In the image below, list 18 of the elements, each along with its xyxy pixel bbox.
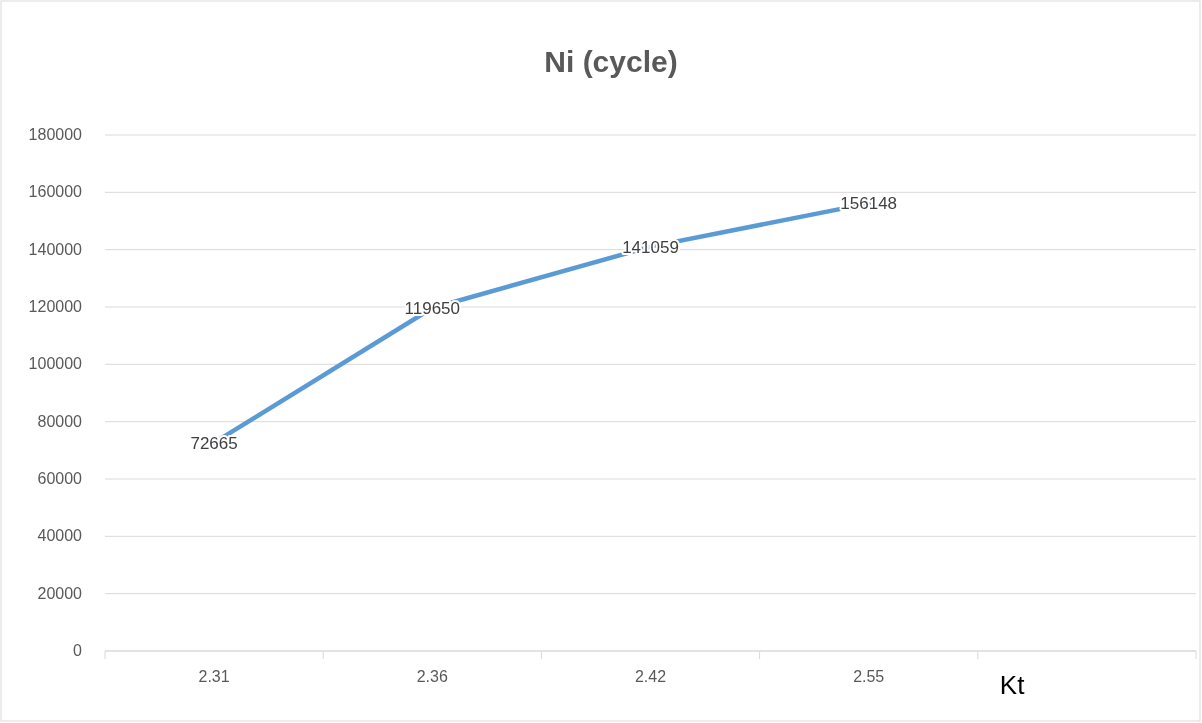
y-tick-label: 40000 [37,527,83,545]
chart-title: Ni (cycle) [544,45,678,78]
x-tick-label: 2.36 [416,668,448,685]
y-tick-label: 20000 [37,584,83,602]
data-label: 156148 [840,194,898,214]
y-tick-label: 0 [73,642,83,659]
x-tick-label: 2.55 [853,668,885,685]
y-tick-label: 80000 [37,412,83,430]
y-tick-label: 120000 [28,298,83,315]
y-tick-label: 60000 [37,470,83,487]
y-tick-label: 180000 [28,126,83,143]
x-tick-label: 2.42 [634,668,667,685]
y-tick-label: 100000 [28,355,83,373]
x-tick-label: 2.31 [198,668,230,685]
y-tick-label: 160000 [28,183,83,201]
data-label: 72665 [190,433,238,453]
x-axis-title: Kt [999,670,1026,700]
y-tick-label: 140000 [28,240,83,258]
